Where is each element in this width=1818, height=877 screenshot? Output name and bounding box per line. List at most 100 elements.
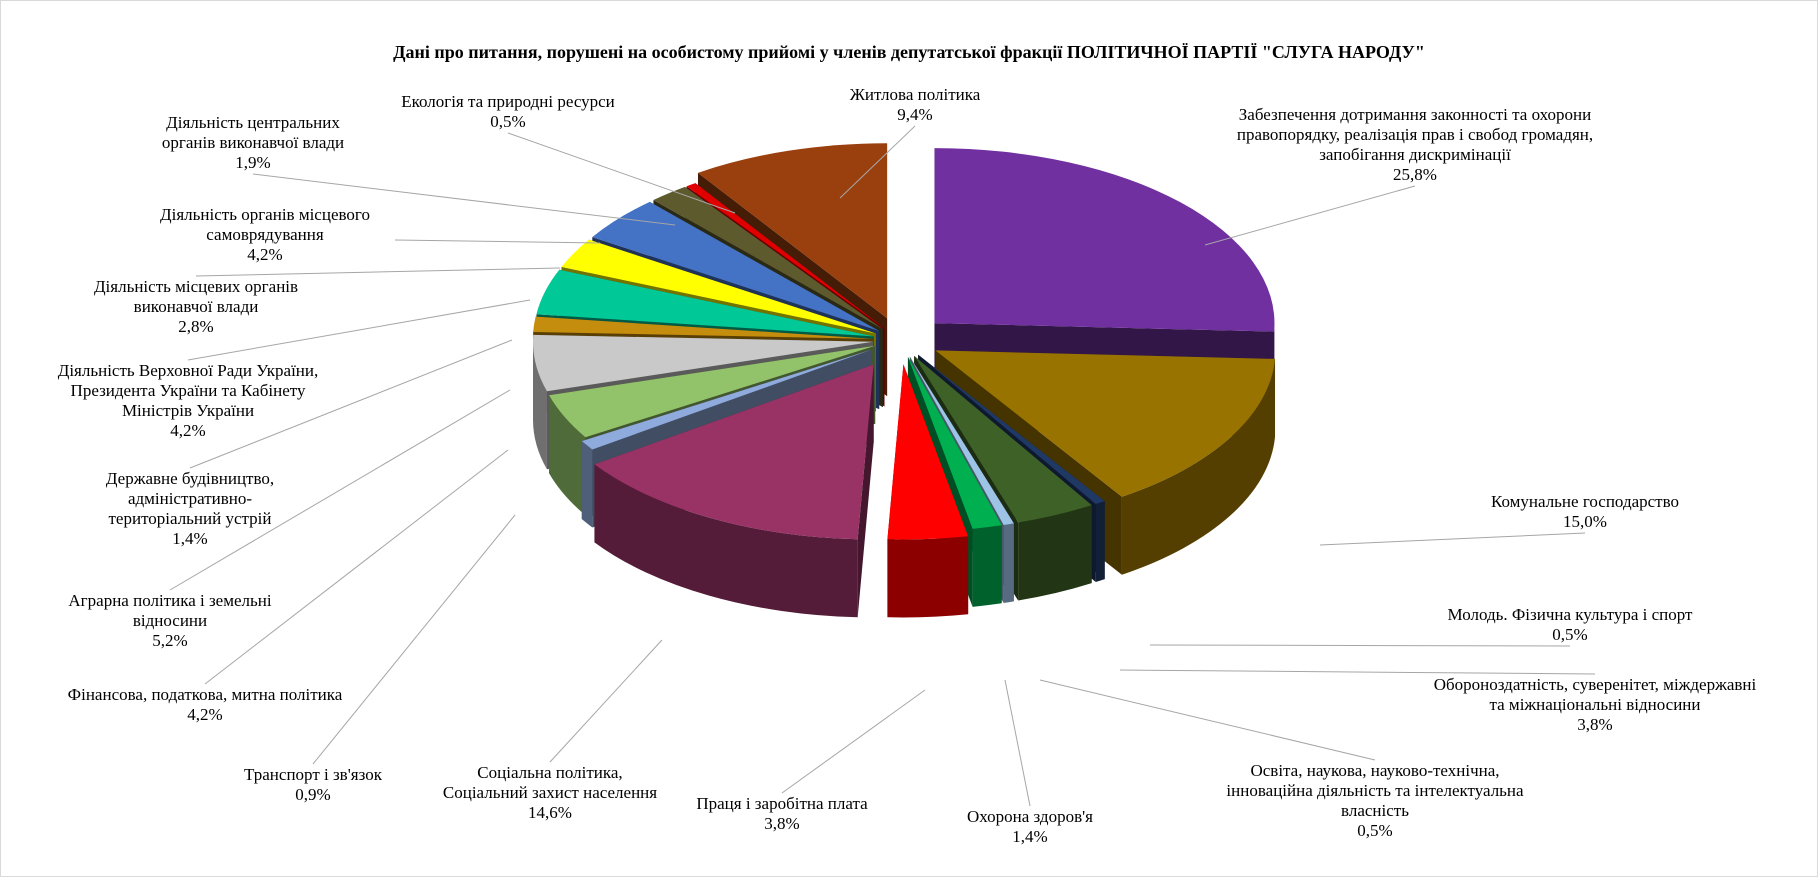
leader-line-молодь-фізична-культура-і-спорт [1149,644,1571,647]
data-label-молодь-фізична-культура-і-спорт: Молодь. Фізична культура і спорт 0,5% [1448,605,1694,644]
data-label-value: 9,4% [897,105,932,124]
leader-line-соціальна-політика-соціальний-захист-населення [549,639,663,763]
slice-tops [533,143,1276,540]
slice-side-освіта-наукова-науково-технічна-інноваційна-діяльність-та-інтелектуальна-власність-0 [1003,523,1014,603]
data-label-name: Праця і заробітна плата [696,794,868,813]
leader-line-комунальне-господарство [1319,532,1586,546]
leader-line-діяльність-верховної-ради-україни-президента-україни-та-кабінету-міністрів-україни [187,299,531,361]
data-label-name: Аграрна політика і земельні [68,591,271,610]
data-label-name: Забезпечення дотримання законності та ох… [1239,105,1591,124]
data-label-діяльність-верховної-ради-україни-президента-україни-та-кабінету-міністрів-україни: Діяльність Верховної Ради України, Презид… [58,361,319,440]
data-label-value: 1,4% [172,529,207,548]
data-label-освіта-наукова-науково-технічна-інноваційна-діяльність-та-інтелектуальна-власність: Освіта, наукова, науково-технічна, іннова… [1226,761,1524,840]
leader-line-фінансова-податкова-митна-політика [204,449,509,685]
data-labels: Житлова політика 9,4% Забезпечення дотрима… [58,85,1757,846]
slice-side-праця-і-заробітна-плата-0 [887,536,969,618]
data-label-value: 5,2% [152,631,187,650]
slice-side-соціальна-політика-соціальний-захист-населення-0 [594,464,858,618]
data-label-value: 4,2% [187,705,222,724]
data-label-праця-і-заробітна-плата: Праця і заробітна плата 3,8% [696,794,868,833]
data-label-value: 0,9% [295,785,330,804]
slice-забезпечення-дотримання-законності-та-охорони-правопорядку-реалізація-прав-і-свобод-громадян-запобігання-дискримінації [934,148,1275,332]
leader-line-діяльність-органів-місцевого-самоврядування [394,239,601,244]
data-label-name: Діяльність Верховної Ради України, [58,361,319,380]
data-label-name: Діяльність місцевих органів [94,277,298,296]
data-label-фінансова-податкова-митна-політика: Фінансова, податкова, митна політика 4,2% [68,685,343,724]
slice-молодь-фізична-культура-і-спорт [918,354,1105,505]
leader-line-праця-і-заробітна-плата [781,689,926,794]
slice-side-обороноздатність-суверенітет-міждержавні-та-міжнаціональні-відносини-0 [1018,505,1092,601]
data-label-value: 4,2% [247,245,282,264]
slice-соціальна-політика-соціальний-захист-населення [594,364,874,540]
data-label-value: 2,8% [178,317,213,336]
data-label-охорона-здоров-я: Охорона здоров'я 1,4% [967,807,1093,846]
slice-праця-і-заробітна-плата [887,364,969,540]
data-label-name: територіальний устрій [109,509,272,528]
data-label-name: Обороноздатність, суверенітет, міждержав… [1434,675,1757,694]
data-label-комунальне-господарство: Комунальне господарство 15,0% [1491,492,1679,531]
data-label-name: правопорядку, реалізація прав і свобод г… [1237,125,1593,144]
leader-line-охорона-здоров-я [1004,679,1031,807]
data-label-value: 25,8% [1393,165,1437,184]
slice-side-охорона-здоров-я-0 [972,525,1002,607]
data-label-name: власність [1341,801,1409,820]
slice-side-транспорт-і-зв-язок-0 [581,441,593,528]
leader-line-обороноздатність-суверенітет-міждержавні-та-міжнаціональні-відносини [1119,669,1596,675]
slice-side-аграрна-політика-і-земельні-відносини-0 [533,341,547,470]
data-label-value: 0,5% [1552,625,1587,644]
leader-line-державне-будівництво-адміністративно-територіальний-устрій [189,339,513,469]
leader-line-екологія-та-природні-ресурси [507,132,736,214]
slice-житлова-політика [697,143,888,319]
data-label-name: Комунальне господарство [1491,492,1679,511]
data-label-value: 1,4% [1012,827,1047,846]
data-label-name: Соціальний захист населення [443,783,657,802]
data-label-name: самоврядування [206,225,324,244]
slice-діяльність-центральних-органів-виконавчої-влади [653,186,883,330]
data-label-value: 14,6% [528,803,572,822]
slice-фінансова-податкова-митна-політика [549,345,876,438]
data-label-value: 15,0% [1563,512,1607,531]
data-label-name: Президента України та Кабінету [71,381,306,400]
leader-line-забезпечення-дотримання-законності-та-охорони-правопорядку-реалізація-прав-і-свобод-громадян-запобігання-дискримінації [1204,185,1416,246]
data-label-name: Діяльність органів місцевого [160,205,370,224]
slice-освіта-наукова-науково-технічна-інноваційна-діяльність-та-інтелектуальна-власність [909,356,1014,525]
leader-line-діяльність-центральних-органів-виконавчої-влади [252,173,676,226]
slice-side-фінансова-податкова-митна-політика-0 [549,395,586,516]
data-label-забезпечення-дотримання-законності-та-охорони-правопорядку-реалізація-прав-і-свобод-громадян-запобігання-дискримінації: Забезпечення дотримання законності та ох… [1237,105,1593,184]
data-label-name: адміністративно- [128,489,252,508]
data-label-діяльність-органів-місцевого-самоврядування: Діяльність органів місцевого самоврядуван… [160,205,370,264]
data-label-житлова-політика: Житлова політика 9,4% [850,85,981,124]
data-label-value: 0,5% [490,112,525,131]
data-label-name: виконавчої влади [134,297,259,316]
data-label-транспорт-і-зв-язок: Транспорт і зв'язок 0,9% [244,765,383,804]
data-label-name: Освіта, наукова, науково-технічна, [1250,761,1499,780]
slice-транспорт-і-зв-язок [581,349,872,450]
data-label-обороноздатність-суверенітет-міждержавні-та-міжнаціональні-відносини: Обороноздатність, суверенітет, міждержав… [1434,675,1757,734]
data-label-value: 1,9% [235,153,270,172]
data-label-name: запобігання дискримінації [1319,145,1511,164]
data-label-name: та міжнаціональні відносини [1490,695,1701,714]
data-label-value: 3,8% [764,814,799,833]
leader-line-житлова-політика [839,125,916,199]
data-label-value: 3,8% [1577,715,1612,734]
data-label-name: Охорона здоров'я [967,807,1093,826]
data-label-name: Міністрів України [122,401,254,420]
slice-комунальне-господарство [935,350,1276,497]
data-label-name: Молодь. Фізична культура і спорт [1448,605,1694,624]
data-label-name: Екологія та природні ресурси [401,92,615,111]
data-label-name: Соціальна політика, [477,763,622,782]
leader-line-аграрна-політика-і-земельні-відносини [169,389,511,591]
data-label-name: органів виконавчої влади [162,133,344,152]
data-label-діяльність-центральних-органів-виконавчої-влади: Діяльність центральних органів виконавчої… [162,113,344,172]
slice-державне-будівництво-адміністративно-територіальний-устрій [533,316,873,339]
slice-аграрна-політика-і-земельні-відносини [533,334,874,392]
data-label-value: 4,2% [170,421,205,440]
slice-діяльність-органів-місцевого-самоврядування [592,201,880,331]
data-label-name: Діяльність центральних [166,113,340,132]
data-label-value: 0,5% [1357,821,1392,840]
data-label-соціальна-політика-соціальний-захист-населення: Соціальна політика, Соціальний захист нас… [443,763,657,822]
slice-side-комунальне-господарство-0 [1121,358,1276,575]
leader-line-освіта-наукова-науково-технічна-інноваційна-діяльність-та-інтелектуальна-власність [1039,679,1376,761]
chart-title: Дані про питання, порушені на особистому… [393,42,1425,62]
